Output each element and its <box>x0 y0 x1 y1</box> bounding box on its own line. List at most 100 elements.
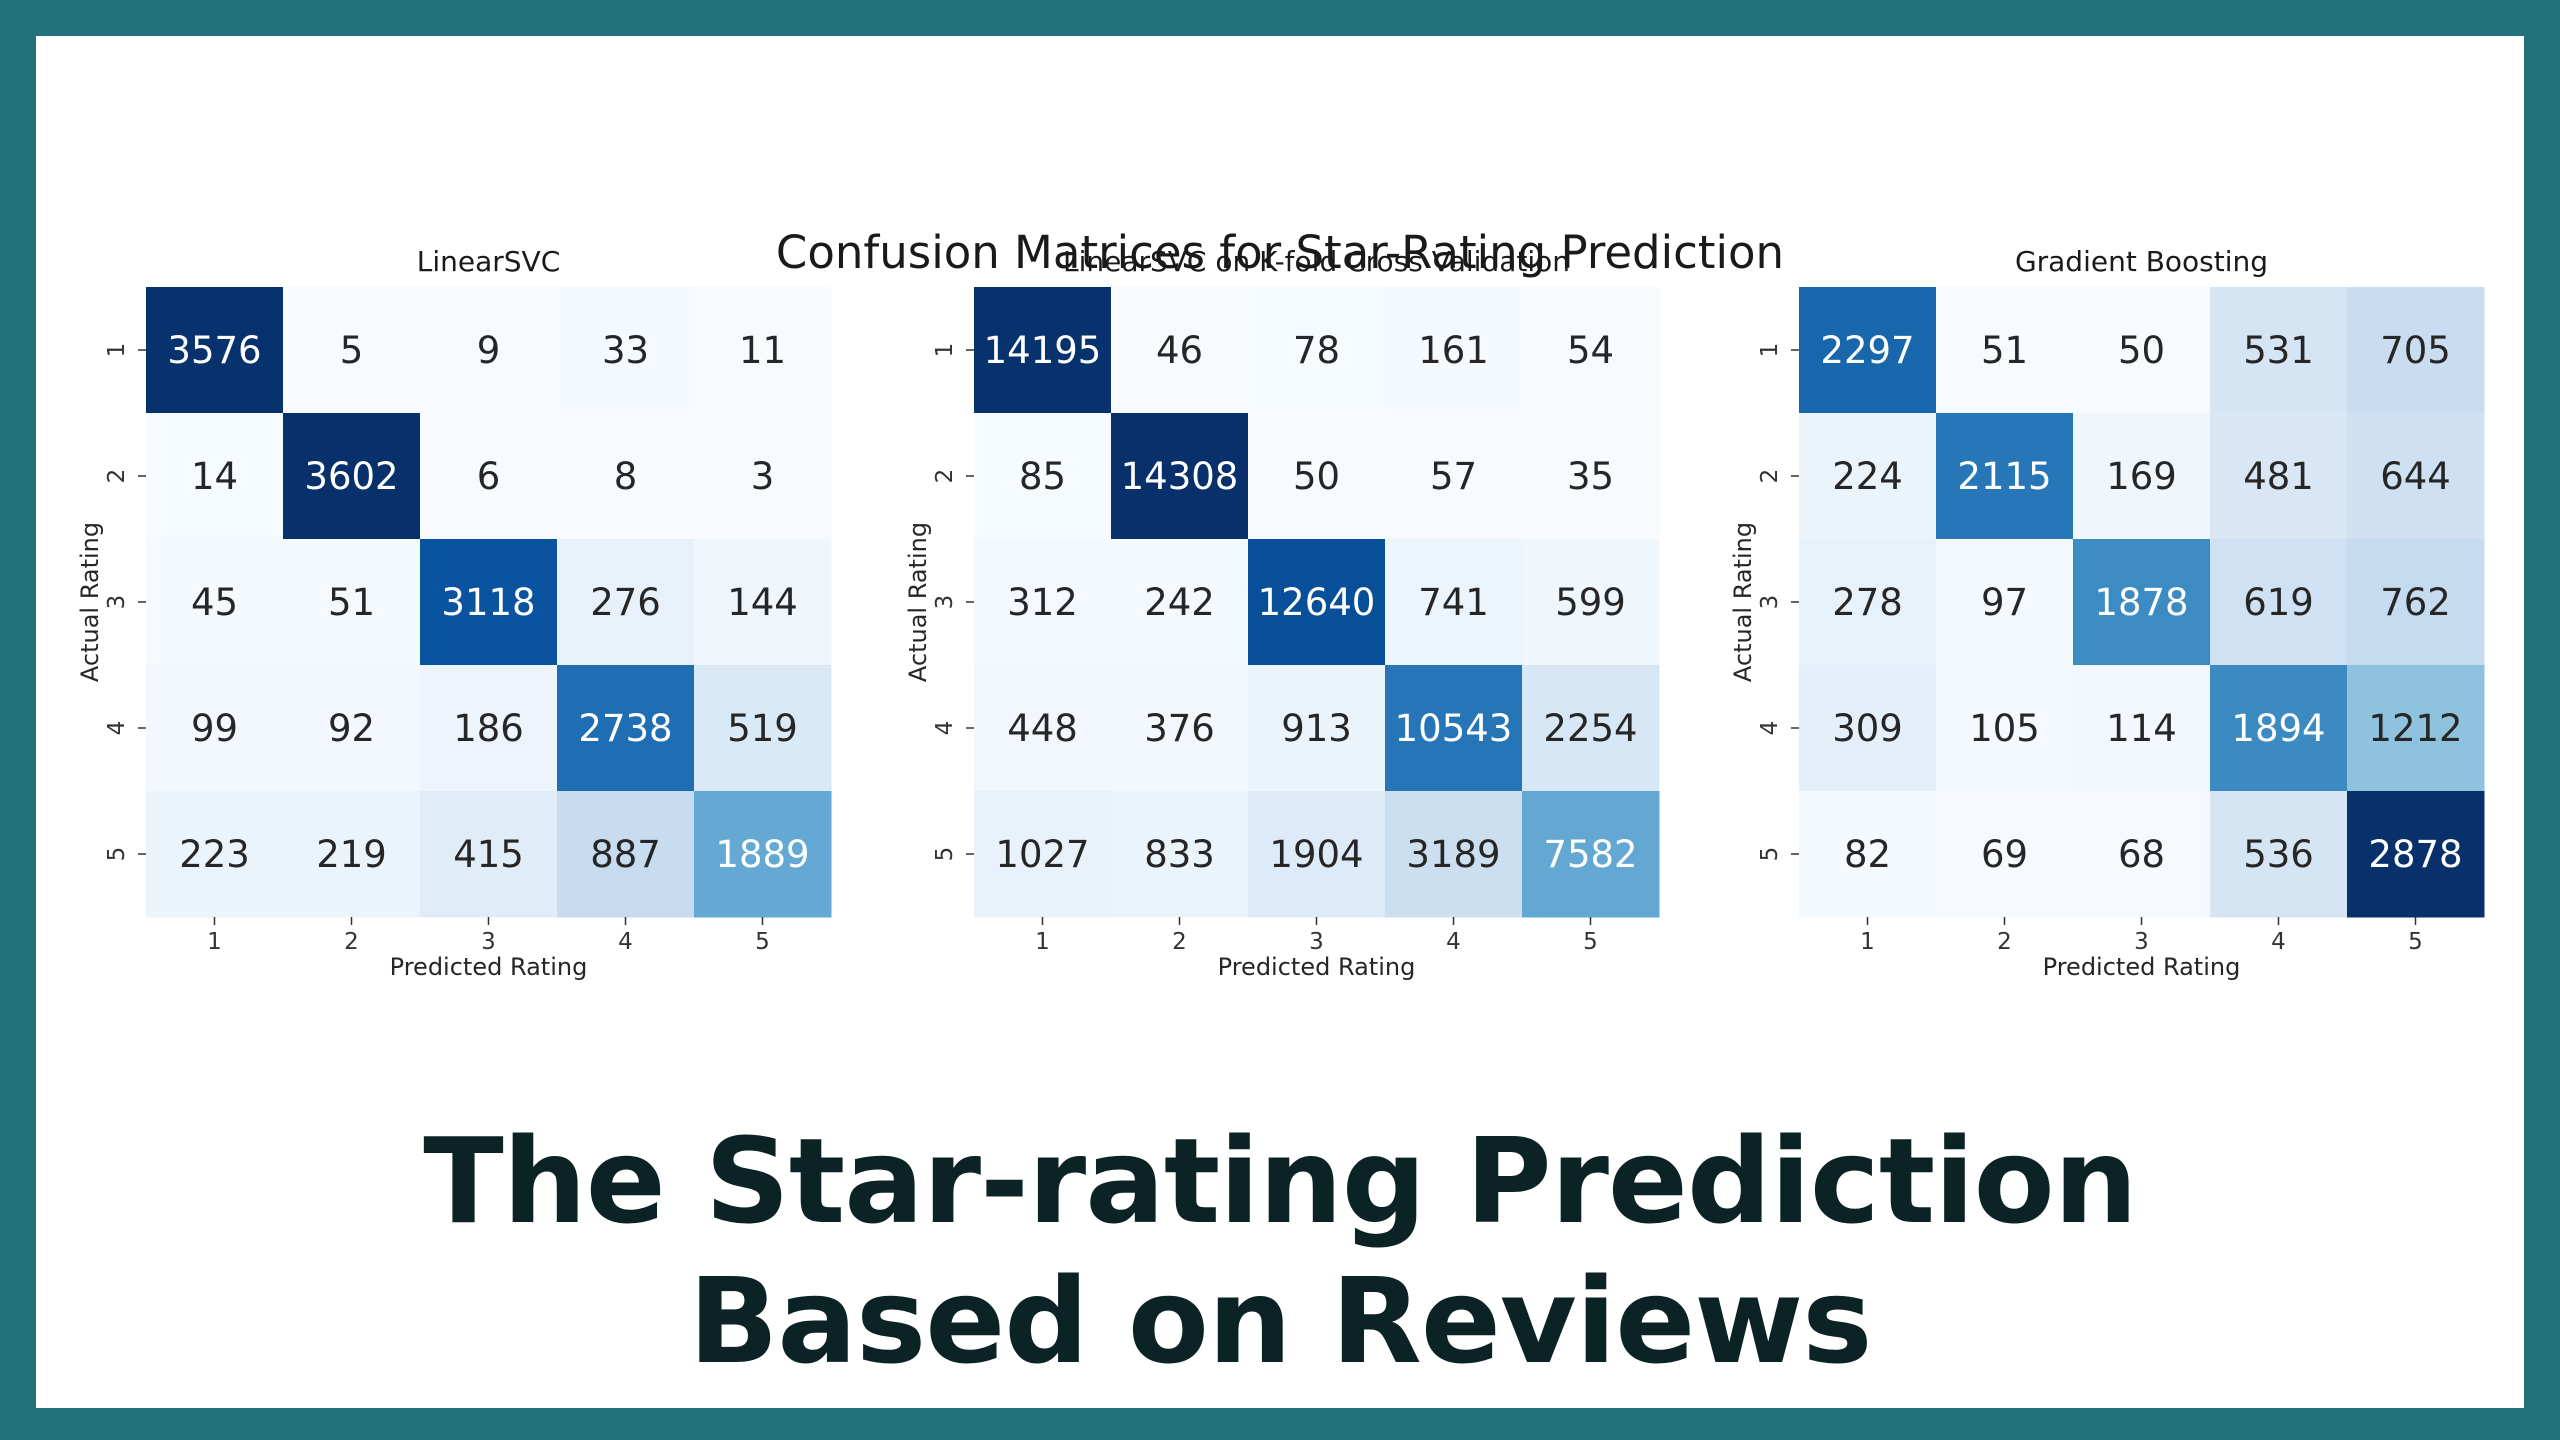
heatmap-cell <box>2073 413 2211 540</box>
heatmap-cell <box>283 413 421 540</box>
x-axis-label: Predicted Rating <box>2043 953 2241 981</box>
cell-value: 114 <box>2106 707 2177 750</box>
heatmap-cell <box>2073 539 2211 666</box>
heatmap-title: LinearSVC on K-fold Cross Validation <box>1063 245 1570 278</box>
cell-value: 833 <box>1144 833 1215 876</box>
heatmap-cell <box>974 539 1112 666</box>
cell-value: 92 <box>328 707 375 750</box>
heatmap-cell <box>1385 539 1523 666</box>
cell-value: 599 <box>1555 581 1626 624</box>
heatmap-cell <box>146 287 284 414</box>
heatmap-cell <box>694 287 832 414</box>
heatmap-title: Gradient Boosting <box>2015 245 2268 278</box>
heatmap-cell <box>1385 413 1523 540</box>
heatmap-cell <box>2210 539 2348 666</box>
cell-value: 1894 <box>2231 707 2325 750</box>
y-tick-label: 2 <box>1757 469 1783 484</box>
y-tick-label: 3 <box>932 595 958 610</box>
cell-value: 169 <box>2106 455 2177 498</box>
cell-value: 51 <box>1981 329 2028 372</box>
heatmap-cell <box>1111 791 1249 918</box>
heatmap-cell <box>694 413 832 540</box>
x-tick-label: 1 <box>207 929 222 955</box>
heatmap-cell <box>1522 791 1660 918</box>
cell-value: 519 <box>727 707 798 750</box>
heatmap-2: LinearSVC on K-fold Cross Validation 1419… <box>904 245 1660 981</box>
y-tick-label: 1 <box>104 343 130 358</box>
heatmap-cell <box>974 287 1112 414</box>
headline: The Star-rating Prediction Based on Revi… <box>36 1111 2524 1391</box>
y-tick-label: 2 <box>932 469 958 484</box>
cell-value: 33 <box>602 329 649 372</box>
heatmap-cell <box>1799 791 1937 918</box>
cell-value: 7582 <box>1543 833 1637 876</box>
cell-value: 3118 <box>441 581 535 624</box>
heatmap-cell <box>1936 539 2074 666</box>
heatmap-cell <box>283 665 421 792</box>
y-tick-label: 2 <box>104 469 130 484</box>
heatmap-cell <box>974 791 1112 918</box>
cell-value: 887 <box>590 833 661 876</box>
x-tick-label: 5 <box>755 929 770 955</box>
cell-value: 50 <box>1293 455 1340 498</box>
cell-value: 6 <box>477 455 501 498</box>
heatmap-cell <box>1936 287 2074 414</box>
heatmap-cell <box>694 665 832 792</box>
heatmap-cell <box>146 665 284 792</box>
x-tick-label: 3 <box>1309 929 1324 955</box>
x-axis-label: Predicted Rating <box>390 953 588 981</box>
cell-value: 144 <box>727 581 798 624</box>
heatmap-cell <box>420 287 558 414</box>
x-tick-label: 4 <box>1446 929 1461 955</box>
cell-value: 448 <box>1007 707 1078 750</box>
cell-value: 278 <box>1832 581 1903 624</box>
y-tick-label: 4 <box>1757 721 1783 736</box>
heatmap-cell <box>420 665 558 792</box>
cell-value: 14308 <box>1121 455 1239 498</box>
x-tick-label: 4 <box>618 929 633 955</box>
y-axis-label: Actual Rating <box>904 522 932 682</box>
cell-value: 223 <box>179 833 250 876</box>
heatmap-cell <box>557 413 695 540</box>
cell-value: 3 <box>751 455 775 498</box>
heatmap-cell <box>1111 413 1249 540</box>
heatmap-cell <box>420 791 558 918</box>
heatmap-cell <box>2210 791 2348 918</box>
cell-value: 46 <box>1156 329 1203 372</box>
heatmap-cell <box>557 539 695 666</box>
slide-card: Confusion Matrices for Star-Rating Predi… <box>36 36 2524 1408</box>
cell-value: 276 <box>590 581 661 624</box>
cell-value: 705 <box>2380 329 2451 372</box>
cell-value: 536 <box>2243 833 2314 876</box>
heatmap-cell <box>1248 287 1386 414</box>
cell-value: 85 <box>1019 455 1066 498</box>
cell-value: 376 <box>1144 707 1215 750</box>
cell-value: 14195 <box>984 329 1102 372</box>
cell-value: 97 <box>1981 581 2028 624</box>
cell-value: 913 <box>1281 707 1352 750</box>
heatmap-cell <box>1936 665 2074 792</box>
heatmap-cell <box>557 665 695 792</box>
heatmap-cell <box>1799 413 1937 540</box>
y-tick-label: 4 <box>104 721 130 736</box>
x-tick-label: 4 <box>2271 929 2286 955</box>
cell-value: 82 <box>1844 833 1891 876</box>
y-tick-label: 5 <box>104 847 130 862</box>
heatmap-cell <box>557 287 695 414</box>
heatmap-cell <box>694 791 832 918</box>
x-tick-label: 2 <box>344 929 359 955</box>
x-tick-label: 2 <box>1997 929 2012 955</box>
heatmap-cell <box>2073 665 2211 792</box>
cell-value: 1889 <box>715 833 809 876</box>
x-tick-label: 5 <box>2408 929 2423 955</box>
cell-value: 1027 <box>995 833 1089 876</box>
heatmap-cell <box>2210 665 2348 792</box>
x-tick-label: 1 <box>1860 929 1875 955</box>
cell-value: 3576 <box>167 329 261 372</box>
heatmap-cell <box>557 791 695 918</box>
figure-title: Confusion Matrices for Star-Rating Predi… <box>775 226 1785 279</box>
heatmap-cell <box>1799 665 1937 792</box>
